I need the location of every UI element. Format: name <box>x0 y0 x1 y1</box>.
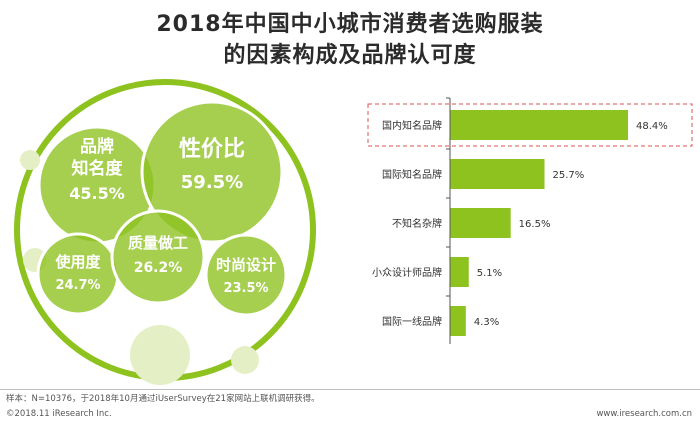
factor-value: 59.5% <box>181 172 243 193</box>
factor-bubble <box>204 233 288 317</box>
bar <box>450 110 628 140</box>
factor-value: 24.7% <box>55 278 100 293</box>
category-label: 不知名杂牌 <box>392 217 442 230</box>
category-label: 国际知名品牌 <box>382 168 442 181</box>
brand-recognition-bar-chart: 国内知名品牌 48.4% 国际知名品牌 25.7% 不知名杂牌 16.5% 小众设计师品牌 5… <box>367 97 693 344</box>
category-label: 国内知名品牌 <box>382 119 442 132</box>
category-label: 国际一线品牌 <box>382 315 442 328</box>
bar-value-label: 16.5% <box>519 219 551 230</box>
highlight-box <box>367 103 693 147</box>
factor-label: 知名度 <box>71 158 124 179</box>
factor-label: 品牌 <box>80 136 114 157</box>
bar-value-label: 25.7% <box>553 170 585 181</box>
factor-value: 26.2% <box>134 260 183 276</box>
factor-value: 23.5% <box>223 281 268 296</box>
chart-title-line1: 2018年中国中小城市消费者选购服装 <box>156 12 544 37</box>
factor-bubble <box>140 100 284 244</box>
decor-bubble <box>231 346 259 374</box>
decor-bubble <box>20 150 40 170</box>
factor-label: 性价比 <box>179 137 245 162</box>
bar-value-label: 48.4% <box>636 121 668 132</box>
factor-value: 45.5% <box>69 184 125 203</box>
factor-label: 使用度 <box>54 253 101 271</box>
chart-title-line2: 的因素构成及品牌认可度 <box>223 43 477 68</box>
factor-label: 质量做工 <box>128 234 188 252</box>
copyright-text: ©2018.11 iResearch Inc. <box>6 409 112 419</box>
factor-bubble <box>110 209 206 305</box>
bar-value-label: 5.1% <box>477 268 502 279</box>
footer-divider <box>0 389 700 390</box>
factor-label: 时尚设计 <box>216 256 276 274</box>
sample-note: 样本：N=10376，于2018年10月通过iUserSurvey在21家网站上… <box>6 394 320 404</box>
bar <box>450 257 469 287</box>
bar <box>450 159 545 189</box>
factor-bubble <box>36 232 120 316</box>
bar <box>450 306 466 336</box>
bar <box>450 208 511 238</box>
decor-bubble <box>130 325 190 385</box>
bar-value-label: 4.3% <box>474 317 499 328</box>
website-url: www.iresearch.com.cn <box>596 409 692 419</box>
category-label: 小众设计师品牌 <box>372 266 442 279</box>
